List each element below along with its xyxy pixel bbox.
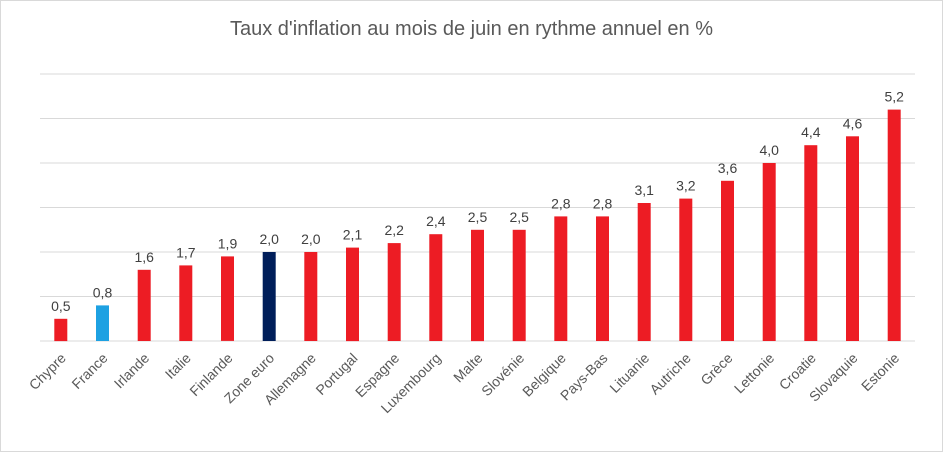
data-label: 2,4: [426, 213, 446, 229]
category-label: Irlande: [111, 350, 153, 392]
data-label: 4,0: [759, 142, 779, 158]
bar: [887, 109, 901, 341]
category-label: Lituanie: [606, 350, 652, 396]
bar: [846, 136, 859, 341]
data-label: 1,6: [134, 249, 154, 265]
bar: [637, 203, 651, 341]
data-label: 5,2: [884, 89, 904, 105]
bar: [54, 318, 68, 342]
bar: [596, 216, 609, 341]
bar: [762, 163, 776, 341]
category-label: Italie: [162, 350, 194, 382]
data-labels: 0,5 0,8 1,6 1,7 1,9 2,0 2,0 2,1 2,2 2,4 2,5 2,5 2,8 2…: [51, 89, 904, 314]
bar: [679, 198, 693, 341]
data-label: 2,1: [343, 227, 363, 243]
data-label: 4,4: [801, 124, 821, 140]
data-label: 2,8: [593, 195, 613, 211]
data-label: 0,5: [51, 298, 71, 314]
category-label: Chypre: [26, 350, 69, 393]
bar: [262, 252, 276, 341]
data-label: 2,8: [551, 195, 571, 211]
category-label: France: [68, 350, 110, 392]
data-label: 3,1: [634, 182, 654, 198]
category-label: Estonie: [858, 350, 902, 394]
bar: [554, 216, 568, 341]
data-label: 2,5: [468, 209, 488, 225]
data-label: 0,8: [93, 284, 113, 300]
category-label: Lettonie: [731, 350, 778, 397]
data-label: 3,6: [718, 160, 738, 176]
bar: [221, 256, 234, 341]
bar: [721, 180, 734, 341]
bars: [54, 109, 901, 342]
bar: [304, 252, 318, 341]
bar: [137, 269, 151, 341]
data-label: 2,0: [259, 231, 279, 247]
category-label: Malte: [450, 350, 486, 386]
data-label: 4,6: [843, 115, 863, 131]
data-label: 2,5: [509, 209, 529, 225]
data-label: 2,0: [301, 231, 321, 247]
bar: [96, 305, 109, 341]
data-label: 1,7: [176, 244, 196, 260]
data-label: 3,2: [676, 178, 696, 194]
data-label: 1,9: [218, 235, 238, 251]
category-label: Slovénie: [478, 350, 527, 399]
data-label: 2,2: [384, 222, 404, 238]
category-label: Grèce: [697, 350, 735, 388]
bar: [346, 247, 359, 342]
bar: [512, 229, 526, 342]
chart-title: Taux d'inflation au mois de juin en ryth…: [230, 18, 713, 40]
bar: [804, 145, 818, 341]
bar: [429, 234, 443, 341]
bar: [387, 243, 401, 341]
bar: [471, 229, 484, 342]
category-label: Autriche: [646, 350, 694, 398]
bar: [179, 265, 193, 341]
